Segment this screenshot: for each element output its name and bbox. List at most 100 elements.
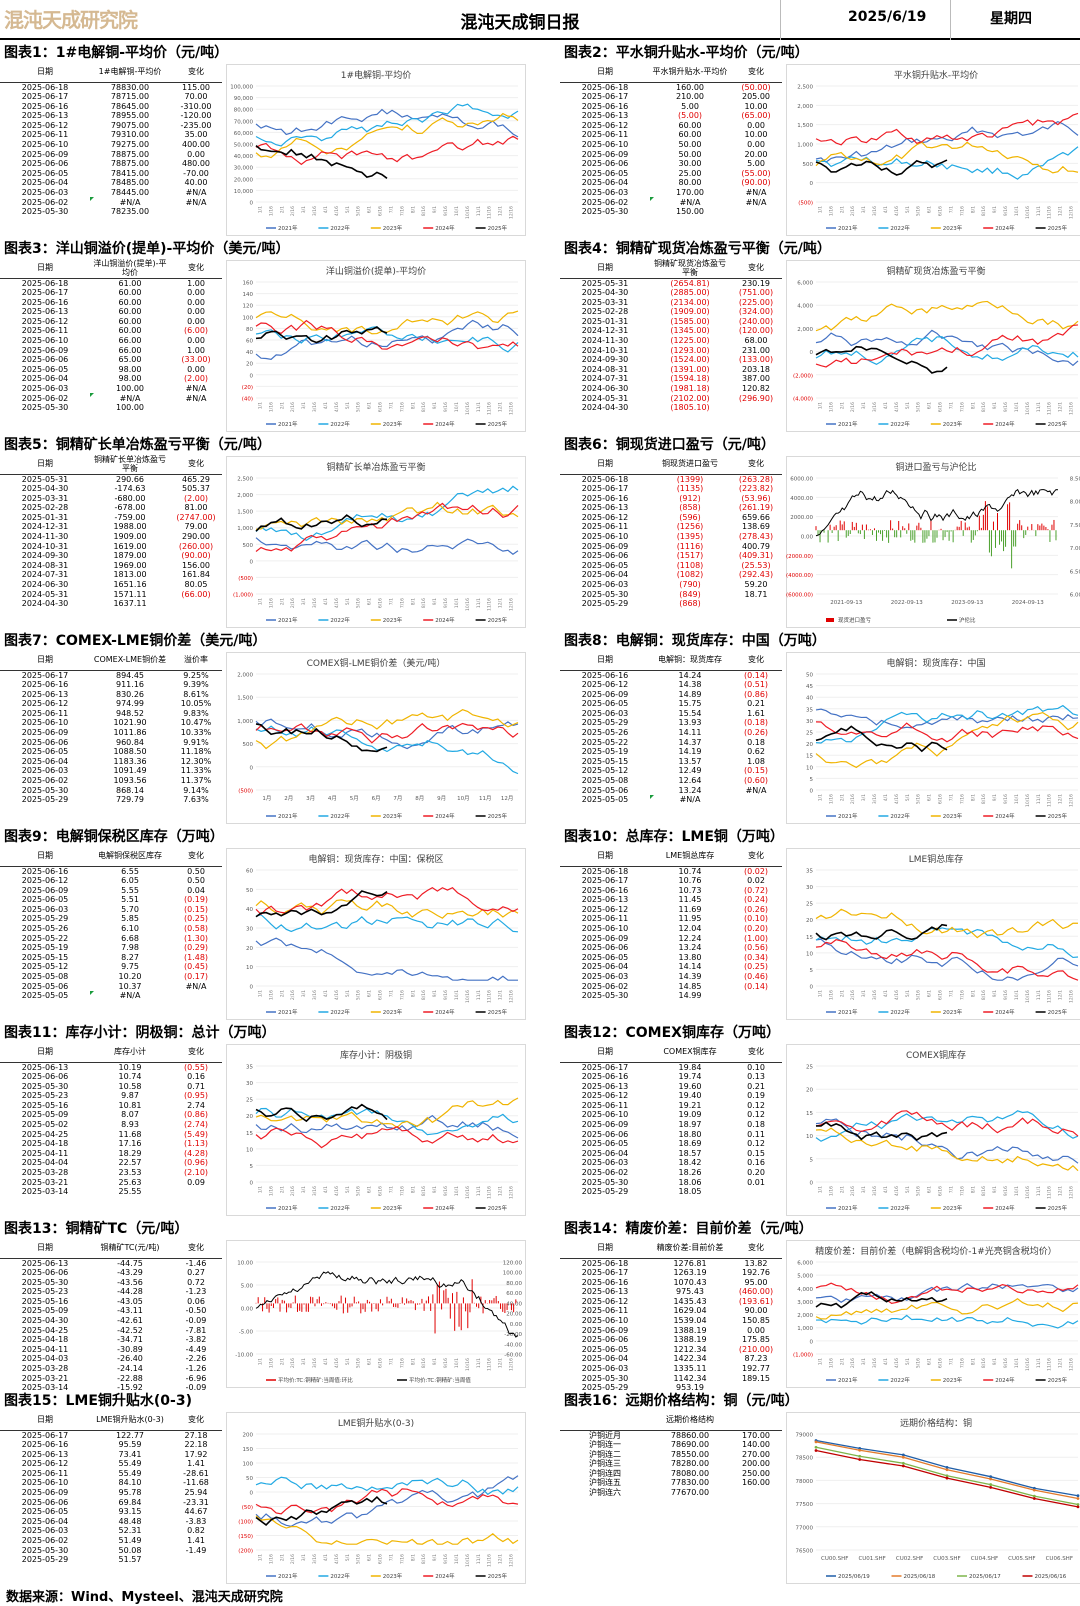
series-line bbox=[815, 1118, 1079, 1164]
table-row: 2025-06-11 11.95 (0.10) bbox=[560, 914, 782, 924]
table-cell: 2025-05-31 bbox=[21, 474, 69, 484]
x-tick-label: 11/16 bbox=[1047, 1186, 1053, 1199]
table-row: 2025-05-23 9.87 (0.95) bbox=[0, 1091, 222, 1101]
chart-15: LME铜升贴水(0-3)200150100500(50)(100)(150)(2… bbox=[226, 1412, 526, 1584]
table-cell: #N/A bbox=[745, 187, 767, 197]
x-tick-label: 1月 bbox=[262, 795, 271, 802]
y-tick-label: 0 bbox=[250, 765, 254, 771]
series-line bbox=[815, 1291, 948, 1309]
y-tick-label: 100 bbox=[243, 1462, 254, 1468]
table-cell: (120.00) bbox=[738, 326, 774, 336]
table-row: 2025-06-12 974.99 10.05% bbox=[0, 699, 222, 709]
table-cell: -44.28 bbox=[117, 1287, 143, 1297]
series-point bbox=[989, 1483, 993, 1486]
table-cell: (193.61) bbox=[738, 1296, 774, 1306]
chart-section-15: 图表15：LME铜升贴水(0-3) 日期 LME铜升贴水(0-3) 变化 2025-06… bbox=[0, 1390, 540, 1586]
table-header: 铜精矿TC(元/吨) bbox=[90, 1238, 170, 1259]
table-cell: 1142.34 bbox=[673, 1373, 707, 1383]
table-cell: 210.00 bbox=[676, 92, 704, 101]
x-tick-label: 9/16 bbox=[443, 1554, 449, 1564]
table-cell: 2025-06-13 bbox=[21, 307, 69, 317]
table-row: 2025-05-06 13.24 #N/A bbox=[560, 785, 782, 795]
y-tick-label: 6000.00 bbox=[790, 477, 813, 483]
table-cell: 2025-06-06 bbox=[21, 1268, 69, 1277]
table-row: 2025-03-21 25.63 0.09 bbox=[0, 1177, 222, 1187]
table-cell: 5.55 bbox=[121, 885, 139, 895]
table-cell: 138.69 bbox=[742, 522, 770, 532]
table-row: 2025-06-09 18.97 0.18 bbox=[560, 1120, 782, 1130]
y-tick-label: 4,000 bbox=[797, 304, 813, 310]
y-tick-label: (200) bbox=[238, 1549, 253, 1555]
table-cell: (0.29) bbox=[183, 943, 209, 953]
x-tick-label: 11/16 bbox=[487, 1186, 493, 1199]
table-row: 2025-06-16 95.59 22.18 bbox=[0, 1440, 222, 1450]
table-cell: 50.00 bbox=[678, 149, 702, 159]
table-cell: -680.00 bbox=[114, 493, 146, 503]
table-row: 2025-06-16 14.24 (0.14) bbox=[560, 670, 782, 680]
table-row: 2025-06-03 1091.49 11.33% bbox=[0, 766, 222, 776]
x-tick-label: 8/1 bbox=[970, 206, 976, 213]
table-cell: 2025-05-29 bbox=[581, 1187, 629, 1197]
table-cell: 2025-05-16 bbox=[21, 1100, 69, 1110]
legend-label: 2023年 bbox=[943, 420, 963, 428]
table-row: 2025-06-03 100.00 #N/A bbox=[0, 384, 222, 394]
table-row: 2025-03-14 -15.92 -0.09 bbox=[0, 1383, 222, 1393]
table-cell: 10.74 bbox=[118, 1072, 142, 1081]
table-row: 2025-06-09 66.00 1.00 bbox=[0, 345, 222, 355]
table-cell: 2025-05-15 bbox=[21, 952, 69, 962]
legend-label: 2025/06/18 bbox=[904, 1574, 936, 1580]
table-cell: 8.93 bbox=[121, 1119, 139, 1129]
series-line bbox=[815, 159, 948, 176]
table-cell: 2025-03-21 bbox=[21, 1373, 69, 1383]
table-row: 2025-05-16 10.81 2.74 bbox=[0, 1101, 222, 1111]
table-cell: 60.00 bbox=[118, 316, 142, 326]
legend-label: 2024年 bbox=[435, 812, 455, 820]
chart-frame bbox=[226, 1240, 526, 1388]
series-point bbox=[1032, 1497, 1036, 1500]
legend-label: 2021年 bbox=[278, 1572, 298, 1580]
table-row: 2025-05-31 290.66 465.29 bbox=[0, 474, 222, 484]
table-cell: -678.00 bbox=[114, 503, 146, 513]
legend-label: 2022年 bbox=[890, 224, 910, 232]
table-row: 2025-06-09 1388.19 0.00 bbox=[560, 1325, 782, 1335]
table-header: 变化 bbox=[730, 846, 782, 867]
chart-section-13: 图表13：铜精矿TC（元/吨） 日期 铜精矿TC(元/吨) 变化 2025-06-13-… bbox=[0, 1218, 540, 1393]
x-tick-label: 2/16 bbox=[850, 794, 856, 804]
table-cell: 50.00 bbox=[678, 139, 702, 149]
series-point bbox=[1076, 1505, 1080, 1509]
table-cell: #N/A bbox=[650, 197, 730, 207]
y-tick-label: 200 bbox=[243, 1433, 254, 1439]
table-cell: 2025-06-03 bbox=[581, 971, 629, 981]
table-cell: 830.26 bbox=[116, 689, 144, 699]
table-cell bbox=[170, 1555, 222, 1565]
table-row: 2025-06-10 66.00 0.00 bbox=[0, 336, 222, 346]
table-row: 2025-06-16 78645.00 -310.00 bbox=[0, 102, 222, 112]
table-row: 2025-05-30 100.00 bbox=[0, 403, 222, 413]
table-cell: 2024-07-31 bbox=[21, 570, 69, 580]
table-row: 2025-06-04 78485.00 40.00 bbox=[0, 178, 222, 188]
table-cell: 9.25% bbox=[183, 670, 209, 680]
table-row: 2025-06-04 1422.34 87.23 bbox=[560, 1354, 782, 1364]
table-row: 2025-06-05 18.69 0.12 bbox=[560, 1139, 782, 1149]
table-cell: 10.20 bbox=[118, 971, 142, 981]
table-cell: 2025-06-09 bbox=[581, 1325, 629, 1335]
x-tick-label: 11/16 bbox=[1047, 990, 1053, 1003]
table-row: 2025-06-02 14.85 (0.14) bbox=[560, 981, 782, 991]
x-tick-label: 2/16 bbox=[850, 206, 856, 216]
x-tick-label: 2022-09-13 bbox=[891, 600, 923, 606]
table-cell: (0.26) bbox=[743, 727, 769, 737]
chart-section-16: 图表16：远期价格结构：铜（元/吨） 远期价格结构 沪铜近月 78860.00 170.… bbox=[560, 1390, 1080, 1586]
table-cell: 2025-06-16 bbox=[21, 866, 69, 876]
table-row: 2025-06-11 55.49 -28.61 bbox=[0, 1469, 222, 1479]
table-cell: (0.19) bbox=[183, 895, 209, 905]
x-tick-label: 10/16 bbox=[1025, 1186, 1031, 1199]
table-row: 2025-03-21 -22.88 -6.96 bbox=[0, 1373, 222, 1383]
legend-label: 2025年 bbox=[1048, 224, 1068, 232]
table-cell: 203.18 bbox=[742, 364, 770, 374]
x-tick-label: 7/1 bbox=[948, 1358, 954, 1365]
x-tick-label: 10月 bbox=[457, 795, 470, 802]
series-line bbox=[815, 1314, 1079, 1329]
table-cell: 2024-05-31 bbox=[21, 589, 69, 599]
x-tick-label: 7/1 bbox=[388, 990, 394, 997]
y-tick-label: (1,000) bbox=[233, 593, 253, 599]
